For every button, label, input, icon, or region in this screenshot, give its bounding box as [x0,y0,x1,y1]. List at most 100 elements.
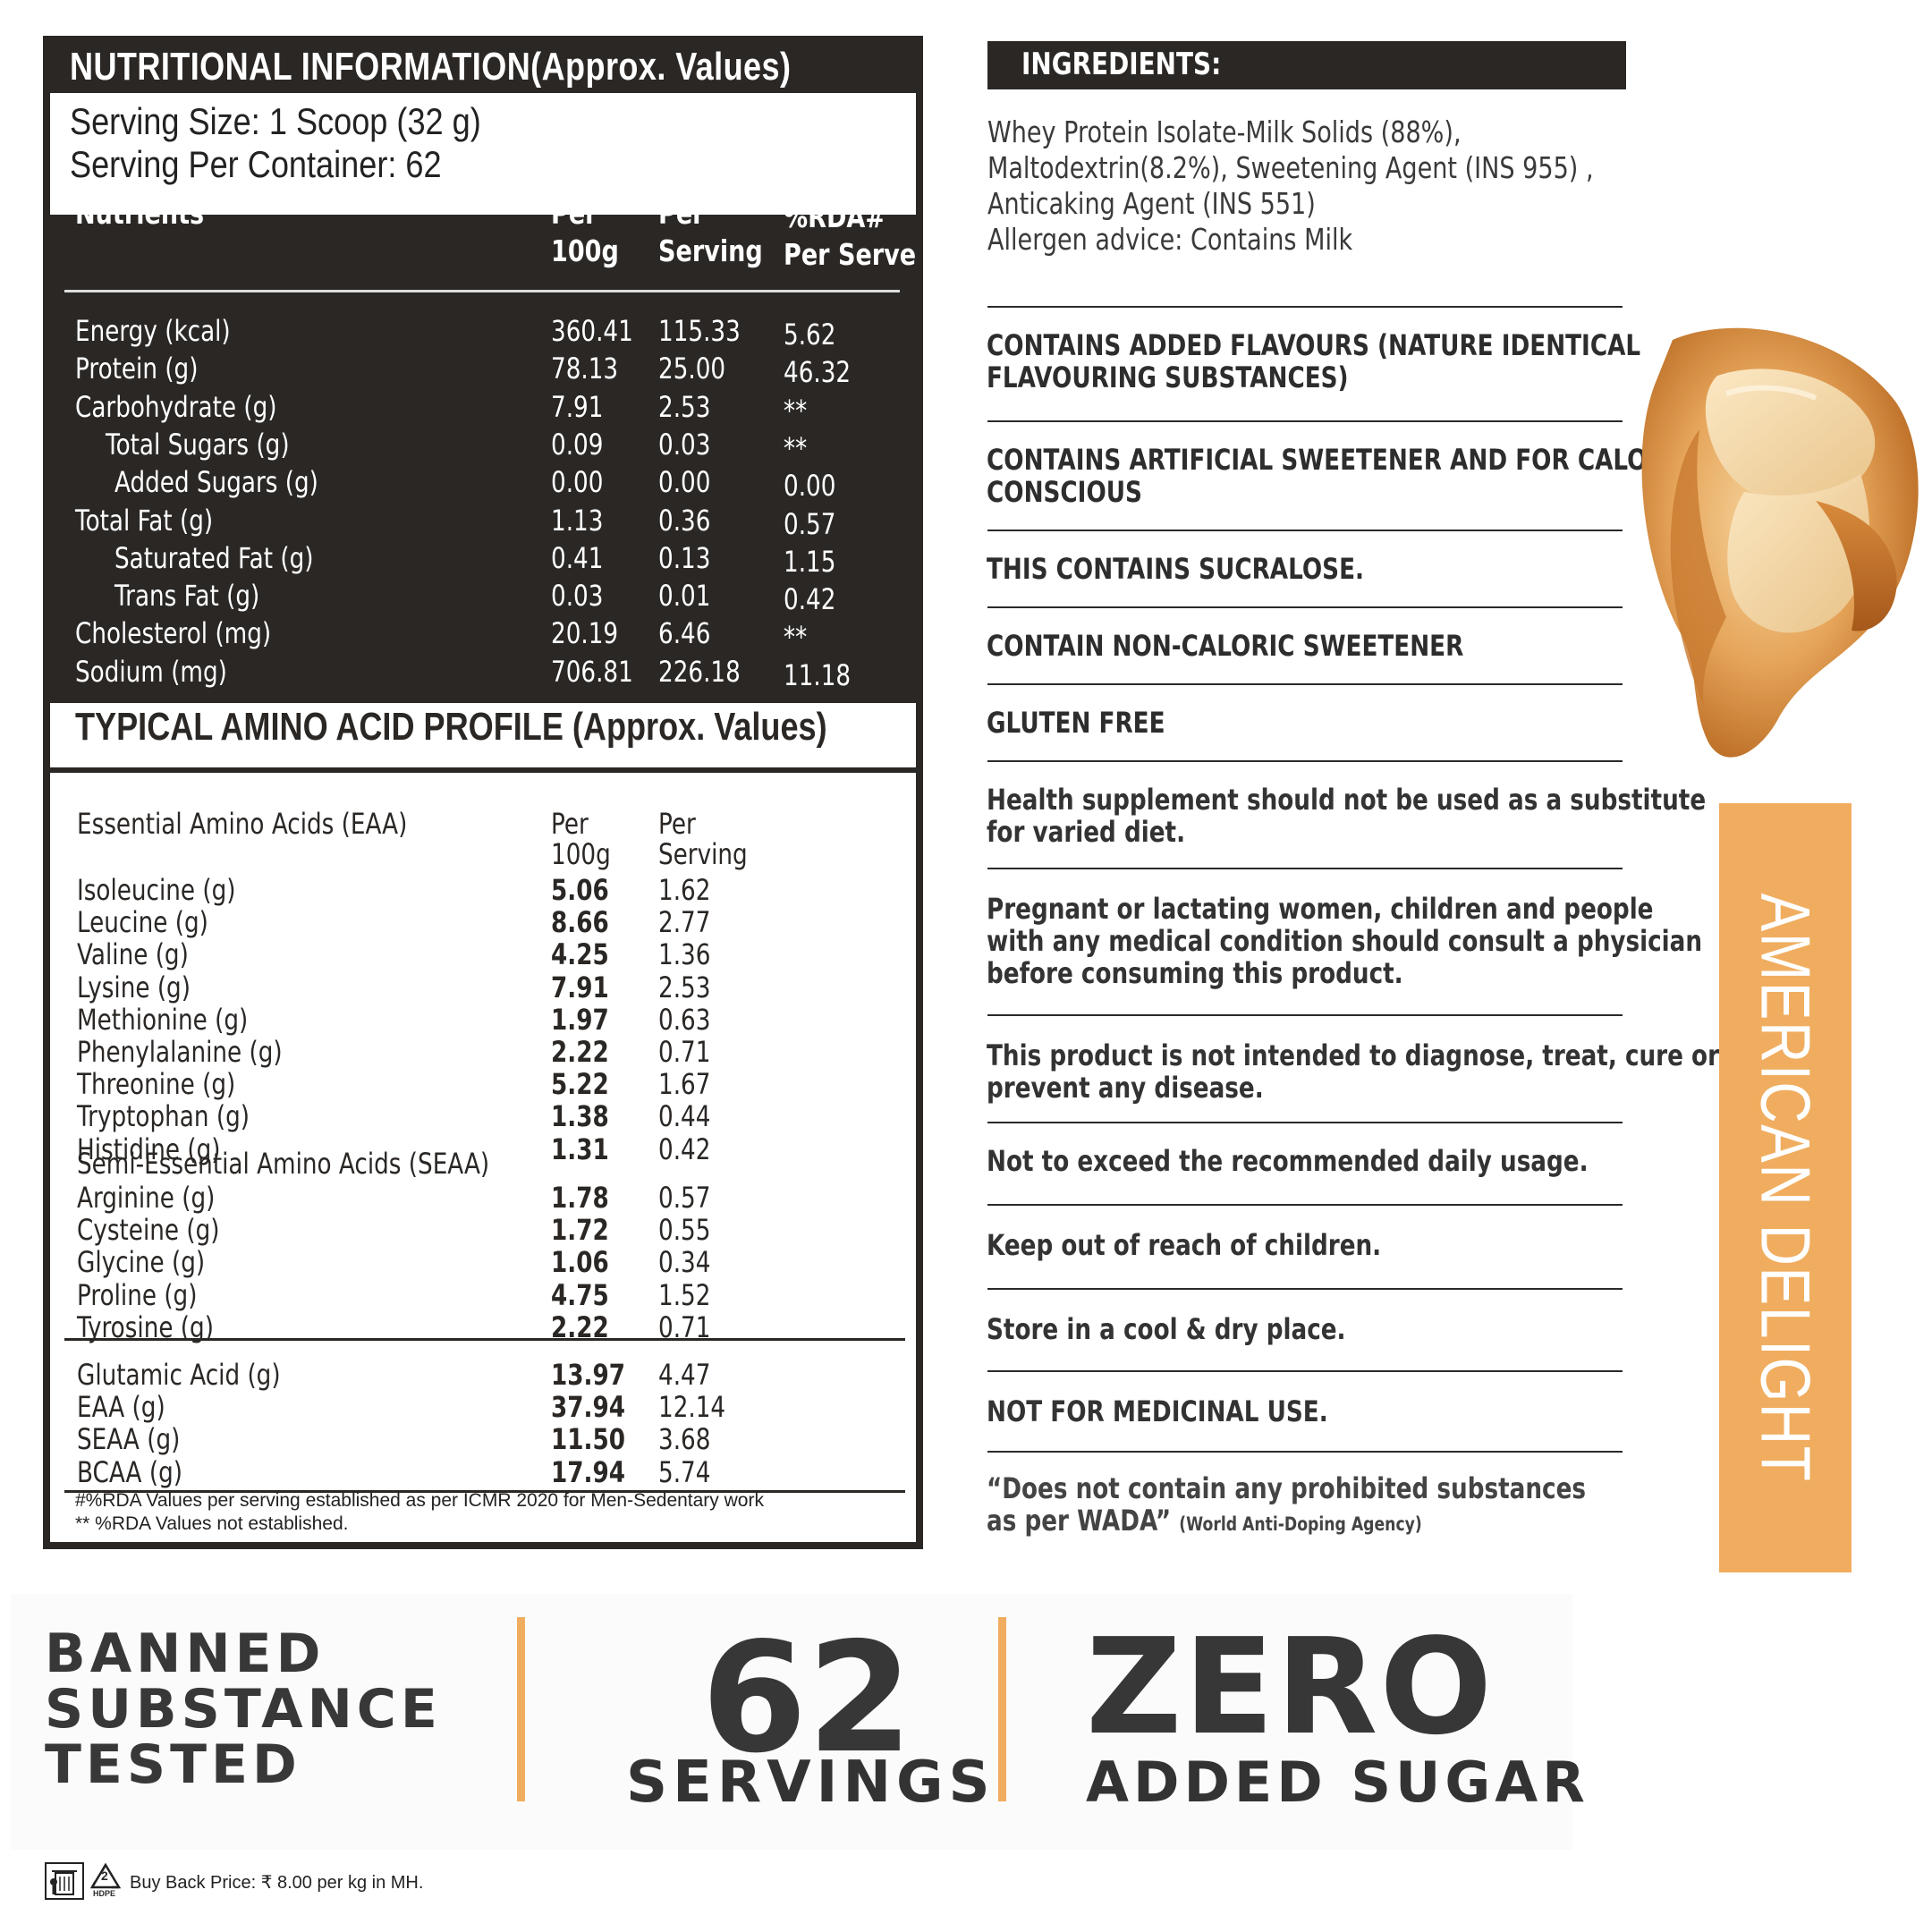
amino-divider-top [50,767,916,773]
amino-per-serving: 0.71 [658,1035,711,1069]
nutrient-name: Carbohydrate (g) [75,389,277,424]
amino-per100: 11.50 [551,1422,625,1457]
footnote-not-established: ** %RDA Values not established. [75,1513,349,1534]
recycle-code: 2 [101,1868,108,1883]
nutrient-row: Total Sugars (g) 0.09 0.03 ** [43,428,923,465]
statement-line: CONTAIN NON-CALORIC SWEETENER [987,629,1464,663]
amino-row: Leucine (g) 8.66 2.77 [50,905,916,940]
nutrient-rda: 0.57 [784,506,836,541]
nutrient-row: Carbohydrate (g) 7.91 2.53 ** [43,390,923,428]
amino-name: Tryptophan (g) [77,1099,250,1134]
statement-line: This product is not intended to diagnose… [987,1038,1720,1072]
nutrient-per100: 78.13 [551,352,619,386]
ingredients-line: Anticaking Agent (INS 551) [987,186,1316,221]
nutrient-per100: 0.03 [551,579,604,614]
nutrient-rda: 0.00 [784,469,836,504]
statement-divider [987,683,1623,685]
amino-header-per-serving-line1: Per [658,807,696,841]
amino-per-serving: 0.63 [658,1002,711,1037]
statement-line: Store in a cool & dry place. [987,1312,1346,1346]
statement: NOT FOR MEDICINAL USE. [987,1395,1328,1428]
amino-per-serving: 4.47 [658,1358,711,1392]
amino-row: Proline (g) 4.75 1.52 [50,1277,916,1312]
ingredients-heading: INGREDIENTS: [1021,47,1222,82]
amino-per100: 37.94 [551,1390,625,1425]
statement-line: CONTAINS ARTIFICIAL SWEETENER AND FOR CA… [987,443,1690,477]
nutrient-per-serving: 2.53 [658,389,711,424]
amino-per100: 1.97 [551,1002,609,1037]
statement-divider [987,1122,1623,1123]
statement: Pregnant or lactating women, children an… [987,893,1702,989]
ingredients-line: Whey Protein Isolate-Milk Solids (88%), [987,114,1462,149]
statement-divider [987,1288,1623,1290]
nutrient-per-serving: 0.03 [658,427,711,462]
nutrient-per100: 0.00 [551,465,604,500]
nutrient-row: Cholesterol (mg) 20.19 6.46 ** [43,616,923,654]
servings-count: 62 [701,1610,913,1787]
amino-per-serving: 0.44 [658,1099,711,1134]
amino-name: Threonine (g) [77,1067,236,1102]
amino-row: Cysteine (g) 1.72 0.55 [50,1213,916,1247]
header-nutrients: Nutrients [75,196,205,231]
amino-name: Glutamic Acid (g) [77,1358,281,1392]
header-rda-line1: %RDA# [784,199,886,234]
amino-header-per100-line1: Per [551,807,589,841]
nutrient-row: Total Fat (g) 1.13 0.36 0.57 [43,504,923,541]
wada-line2: as per WADA” (World Anti-Doping Agency) [987,1504,1586,1540]
header-per-serving: Per Serving [658,195,763,270]
amino-per100: 17.94 [551,1454,625,1489]
wada-line1: “Does not contain any prohibited substan… [987,1471,1587,1505]
statement-divider [987,760,1623,762]
amino-per100: 4.75 [551,1277,609,1312]
amino-per100: 4.25 [551,937,609,972]
header-per100: Per 100g [551,195,619,270]
nutrient-name: Trans Fat (g) [114,579,260,614]
nutrient-name: Saturated Fat (g) [114,540,314,575]
amino-row: Glycine (g) 1.06 0.34 [50,1245,916,1279]
amino-row: Methionine (g) 1.97 0.63 [50,1002,916,1037]
nutrient-per-serving: 0.00 [658,465,711,500]
amino-header-per-serving-line2: Serving [658,837,748,871]
amino-name: Valine (g) [77,937,189,972]
statement: This product is not intended to diagnose… [987,1039,1719,1104]
amino-per100: 2.22 [551,1035,609,1069]
amino-title: TYPICAL AMINO ACID PROFILE (Approx. Valu… [75,705,827,749]
statement-line: for varied diet. [987,815,1186,849]
header-per-serving-line1: Per [658,196,705,231]
header-per100-line2: 100g [551,233,619,268]
amino-row: Histidine (g) 1.31 0.42 [50,1131,916,1166]
amino-per100: 1.31 [551,1131,609,1166]
amino-header-per100-line2: 100g [551,837,611,871]
statement: Health supplement should not be used as … [987,784,1706,848]
amino-name: Arginine (g) [77,1181,216,1215]
amino-row: Glutamic Acid (g) 13.97 4.47 [50,1358,916,1392]
eaa-heading: Essential Amino Acids (EAA) [77,807,408,841]
statement: Keep out of reach of children. [987,1229,1381,1261]
wada-statement: “Does not contain any prohibited substan… [987,1472,1586,1540]
caramel-image [1641,327,1919,758]
flavour-name: AMERICAN DELIGHT [1746,893,1826,1483]
zero-label: ADDED SUGAR [1086,1750,1589,1815]
nutrient-name: Added Sugars (g) [114,465,318,500]
statement: CONTAINS ARTIFICIAL SWEETENER AND FOR CA… [987,444,1690,508]
amino-name: Phenylalanine (g) [77,1035,283,1069]
banned-line2: SUBSTANCE [45,1678,442,1741]
zero-claim: ZERO [1086,1610,1495,1764]
statement: Store in a cool & dry place. [987,1313,1346,1345]
statement: CONTAIN NON-CALORIC SWEETENER [987,630,1463,662]
statement-divider [987,1014,1623,1016]
banner-divider-right [998,1617,1006,1801]
nutrient-name: Protein (g) [75,352,199,386]
amino-name: Isoleucine (g) [77,873,236,907]
nutrient-name: Cholesterol (mg) [75,616,272,651]
nutrition-title: NUTRITIONAL INFORMATION(Approx. Values) [70,45,792,89]
statement-line: Keep out of reach of children. [987,1228,1382,1262]
nutrient-per-serving: 0.13 [658,540,711,575]
amino-per-serving: 2.77 [658,905,711,940]
amino-row: BCAA (g) 17.94 5.74 [50,1454,916,1489]
nutrient-per100: 20.19 [551,616,619,651]
nutrient-per100: 0.09 [551,427,604,462]
statement-line: GLUTEN FREE [987,706,1165,740]
wada-line2-text: as per WADA” [987,1504,1172,1538]
statement-line: with any medical condition should consul… [987,924,1703,958]
